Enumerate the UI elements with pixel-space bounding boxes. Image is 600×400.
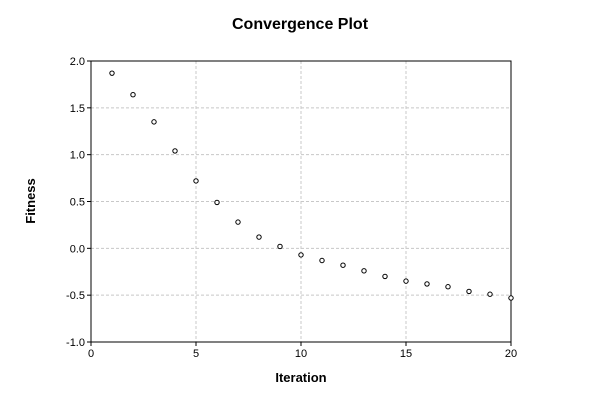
data-point xyxy=(193,178,199,184)
y-tick-label: 0.0 xyxy=(70,243,85,255)
data-point xyxy=(151,119,157,125)
y-tick-label: 1.0 xyxy=(70,150,85,162)
data-point xyxy=(109,70,115,76)
y-axis-label: Fitness xyxy=(23,178,38,224)
data-point xyxy=(277,243,283,250)
data-point xyxy=(214,199,220,206)
data-point xyxy=(340,262,346,268)
data-points xyxy=(109,70,514,301)
data-point xyxy=(445,284,451,290)
data-point xyxy=(130,92,136,98)
data-point xyxy=(508,295,514,301)
data-point xyxy=(256,234,262,240)
y-tick-label: 1.5 xyxy=(70,103,85,115)
data-point xyxy=(466,288,472,295)
x-tick-label: 15 xyxy=(400,348,412,360)
x-tick-label: 0 xyxy=(88,348,94,360)
y-tick-label: 0.5 xyxy=(70,197,85,209)
y-tick-label: -1.0 xyxy=(66,337,85,349)
x-axis-label: Iteration xyxy=(275,370,326,385)
x-tick-label: 5 xyxy=(193,348,199,360)
data-point xyxy=(403,278,409,284)
x-tick-label: 20 xyxy=(505,348,517,360)
data-point xyxy=(298,252,304,258)
grid-lines xyxy=(91,61,511,342)
data-point xyxy=(382,273,388,280)
data-point xyxy=(235,219,241,225)
data-point xyxy=(424,281,430,287)
y-tick-label: -0.5 xyxy=(66,290,85,302)
data-point xyxy=(172,148,178,154)
x-tick-label: 10 xyxy=(295,348,307,360)
data-point xyxy=(487,291,493,297)
data-point xyxy=(361,268,367,274)
axis-ticks: 0 5 10 15 20 -1.0 -0.5 0.0 0.5 1.0 1.5 2.0 xyxy=(66,56,517,360)
chart-title: Convergence Plot xyxy=(232,16,369,33)
y-tick-label: 2.0 xyxy=(70,56,85,68)
data-point xyxy=(319,257,325,264)
